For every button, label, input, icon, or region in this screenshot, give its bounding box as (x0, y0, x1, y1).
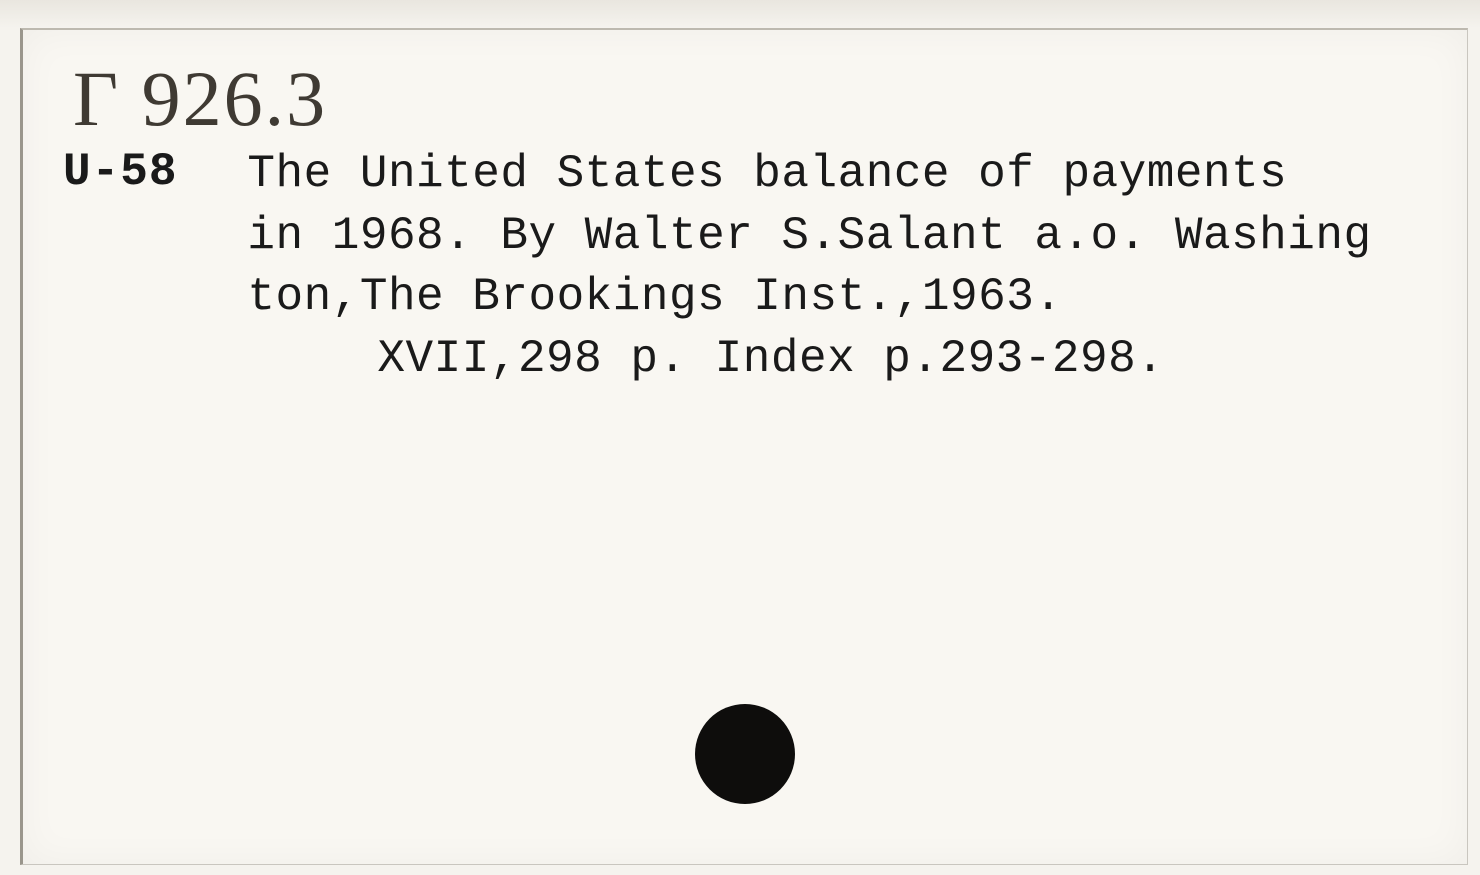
catalog-entry: U-58 The United States balance of paymen… (63, 144, 1447, 391)
call-number: U-58 (63, 146, 177, 198)
body-line-2: ton,The Brookings Inst.,1963. (247, 267, 1371, 329)
classification-number-handwritten: Г 926.3 (73, 60, 1447, 138)
body-line-1: in 1968. By Walter S.Salant a.o. Washing (247, 206, 1371, 268)
punch-hole (695, 704, 795, 804)
pagination-line: XVII,298 p. Index p.293-298. (247, 329, 1371, 391)
catalog-card: Г 926.3 U-58 The United States balance o… (20, 28, 1468, 865)
catalog-description: The United States balance of payments in… (247, 144, 1371, 391)
title-line: The United States balance of payments (247, 144, 1371, 206)
page-top-shadow (0, 0, 1480, 28)
